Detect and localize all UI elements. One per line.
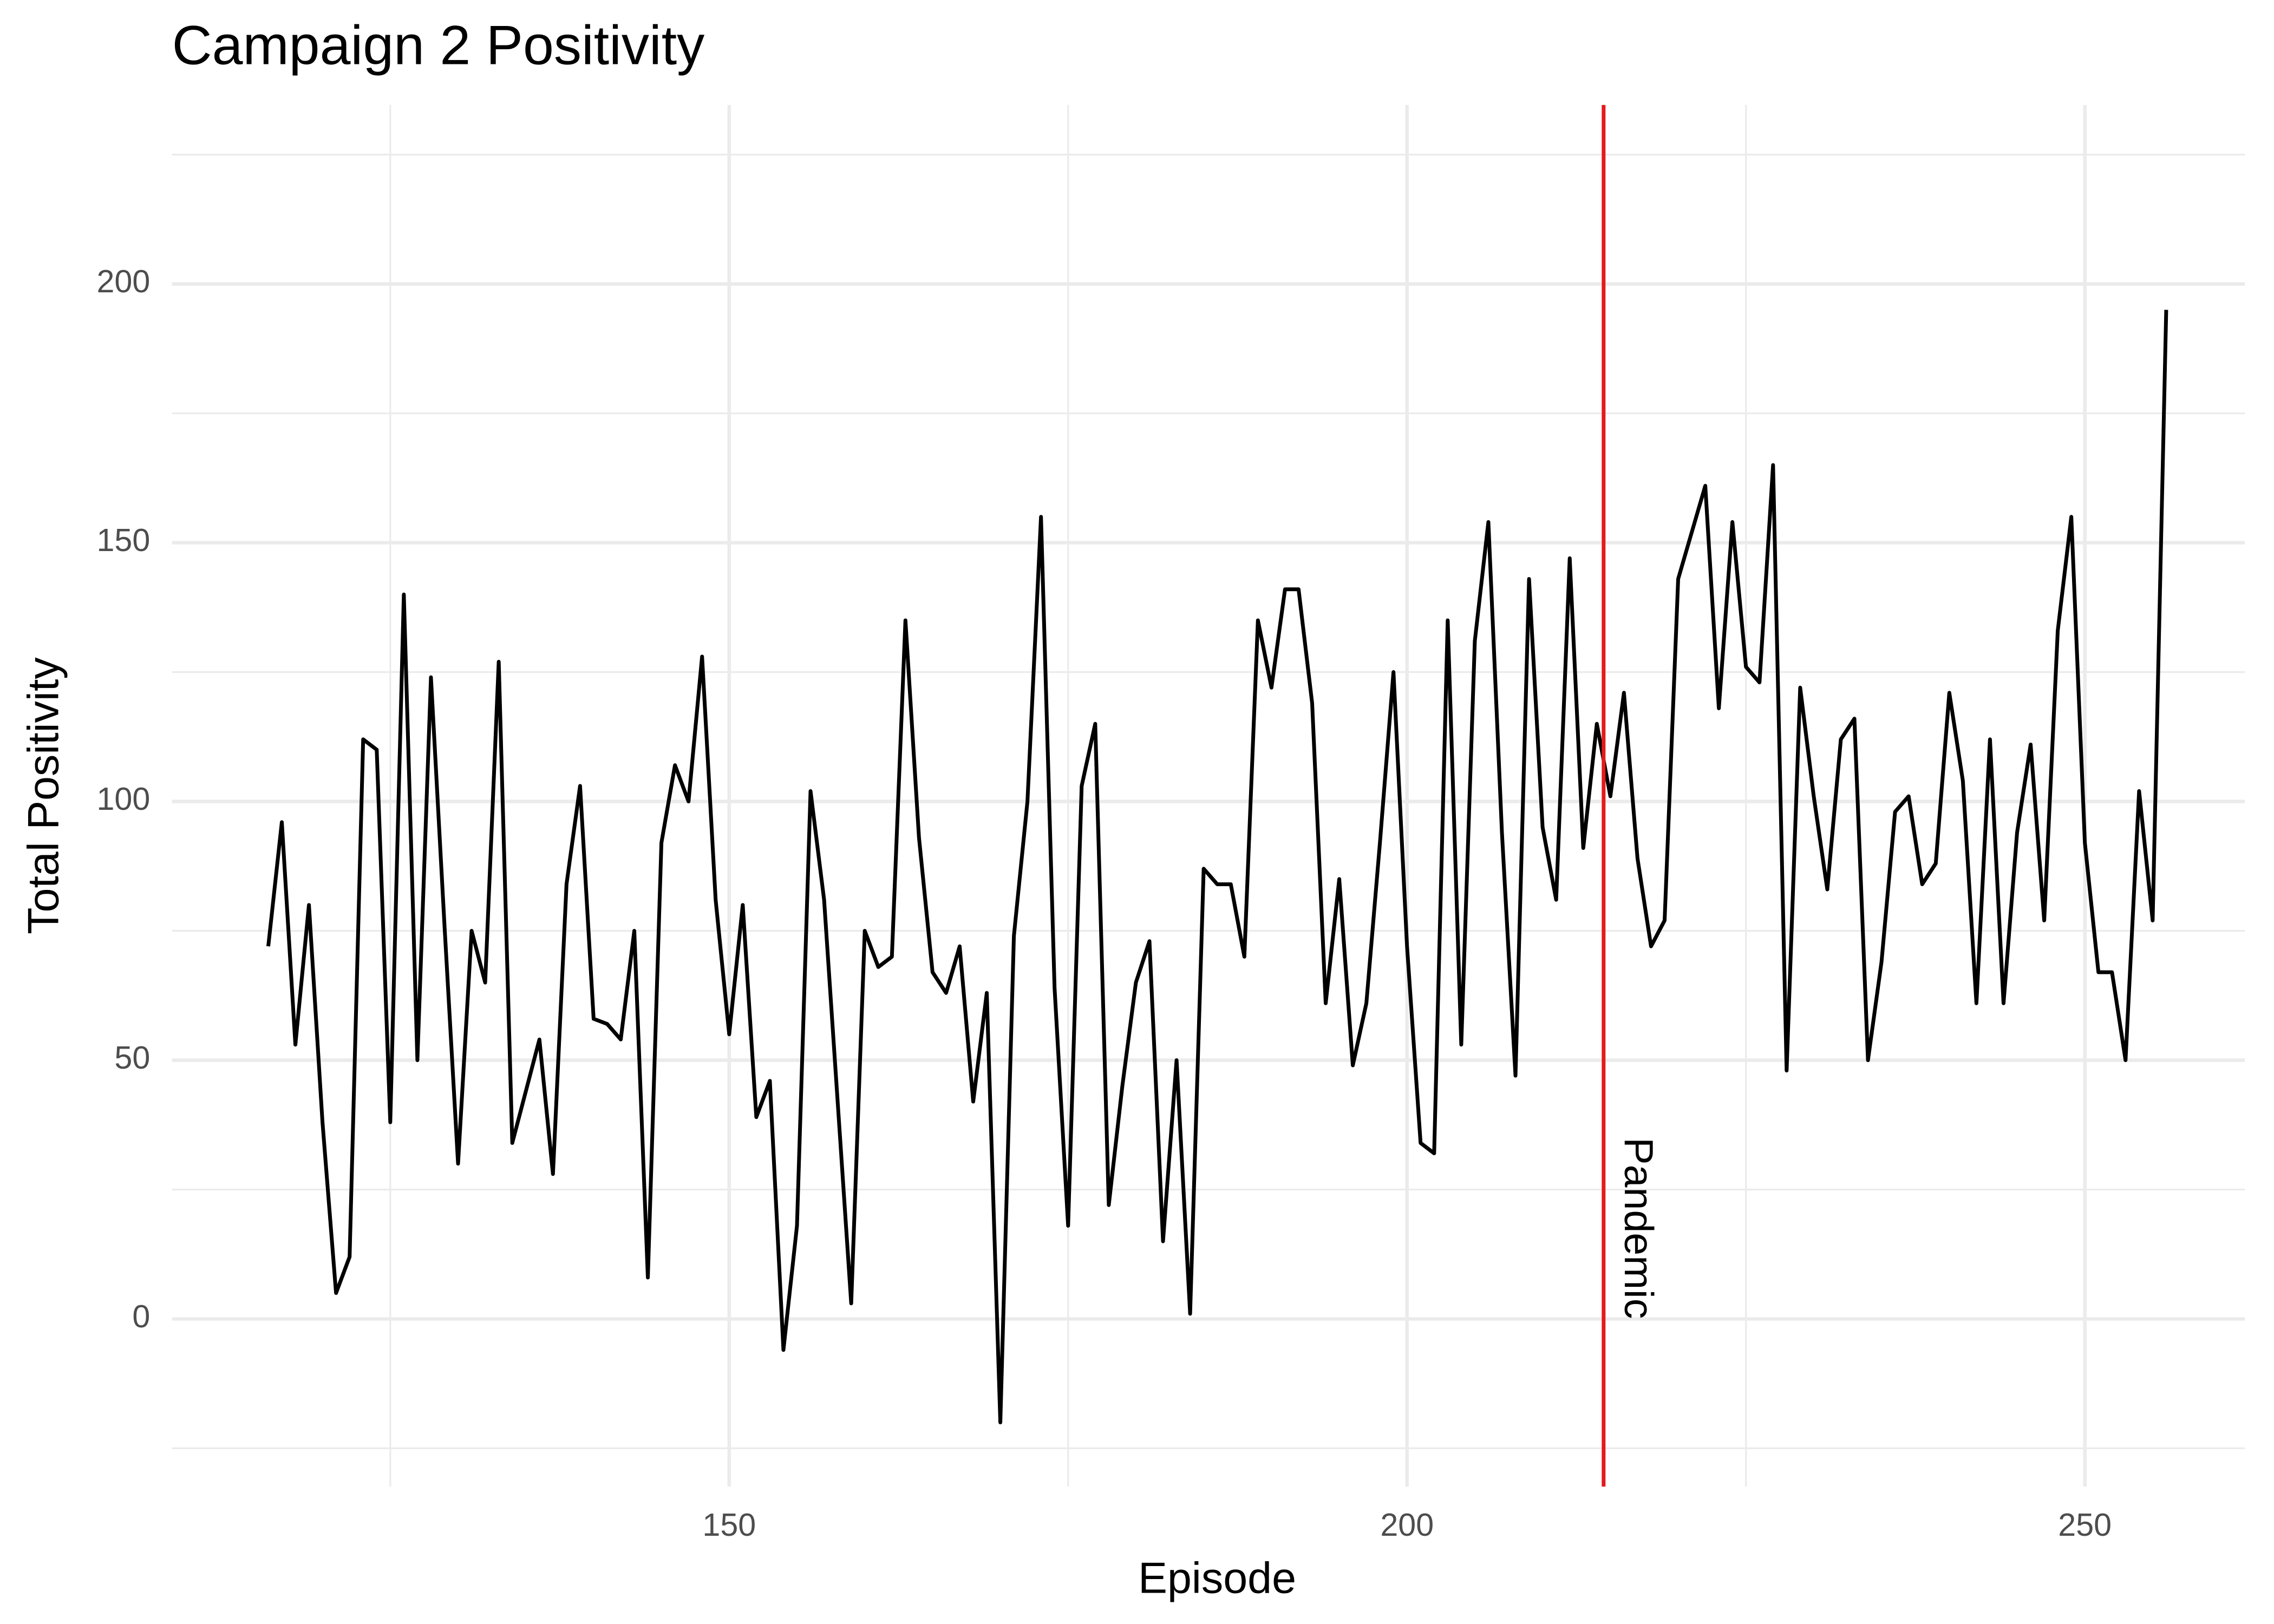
y-tick-label: 100	[97, 781, 151, 817]
x-tick-label: 150	[702, 1507, 756, 1543]
y-axis-title: Total Positivity	[19, 657, 68, 934]
x-tick-label: 250	[2058, 1507, 2112, 1543]
annotation-label: Pandemic	[1616, 1137, 1662, 1319]
y-tick-label: 0	[132, 1298, 150, 1334]
x-tick-label: 200	[1380, 1507, 1434, 1543]
data-line	[266, 310, 2168, 1425]
y-tick-label: 50	[114, 1039, 150, 1076]
chart-title: Campaign 2 Positivity	[172, 14, 705, 76]
y-tick-label: 150	[97, 522, 151, 558]
x-axis-title: Episode	[1138, 1554, 1296, 1602]
y-tick-label: 200	[97, 263, 151, 299]
